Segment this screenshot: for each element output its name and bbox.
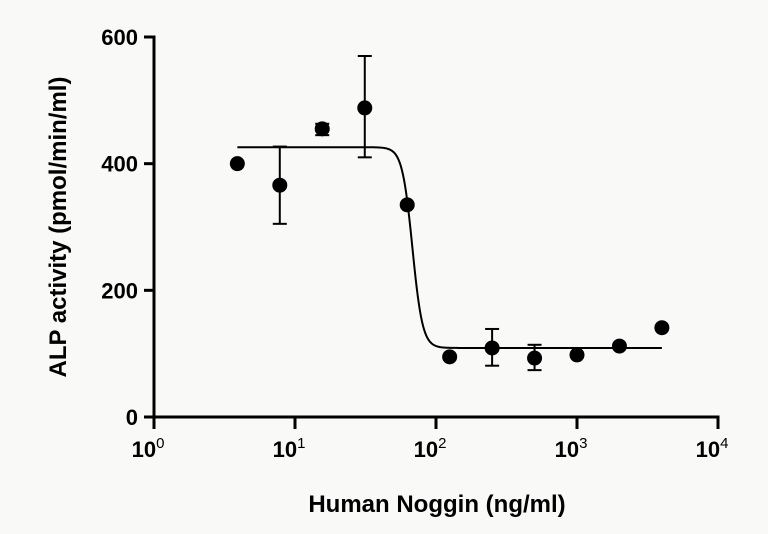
x-tick-exponent: 2 [438,435,446,452]
data-point [357,100,373,116]
y-tick-label: 0 [126,405,138,430]
data-point [484,340,500,356]
data-point [442,349,458,365]
x-tick-label: 100 [132,435,165,462]
fit-curve [237,146,662,349]
x-tick-label: 103 [555,435,588,462]
x-tick-exponent: 1 [297,435,305,452]
x-tick-exponent: 3 [579,435,587,452]
x-tick-label: 101 [273,435,306,462]
y-tick-label: 600 [101,25,138,50]
y-tick-label: 200 [101,278,138,303]
data-point [527,350,543,366]
data-point [654,320,670,336]
data-point [229,156,245,172]
x-axis-label: Human Noggin (ng/ml) [308,491,565,518]
x-tick-label: 102 [414,435,447,462]
data-point [314,121,330,137]
y-tick-label: 400 [101,152,138,177]
data-point [272,177,288,193]
data-point [399,197,415,213]
x-tick-exponent: 4 [720,435,728,452]
x-tick-label: 104 [696,435,729,462]
data-point [569,347,585,363]
y-axis-label: ALP activity (pmol/min/ml) [45,77,72,378]
marks [229,55,670,372]
data-point [611,338,627,354]
x-tick-exponent: 0 [156,435,164,452]
